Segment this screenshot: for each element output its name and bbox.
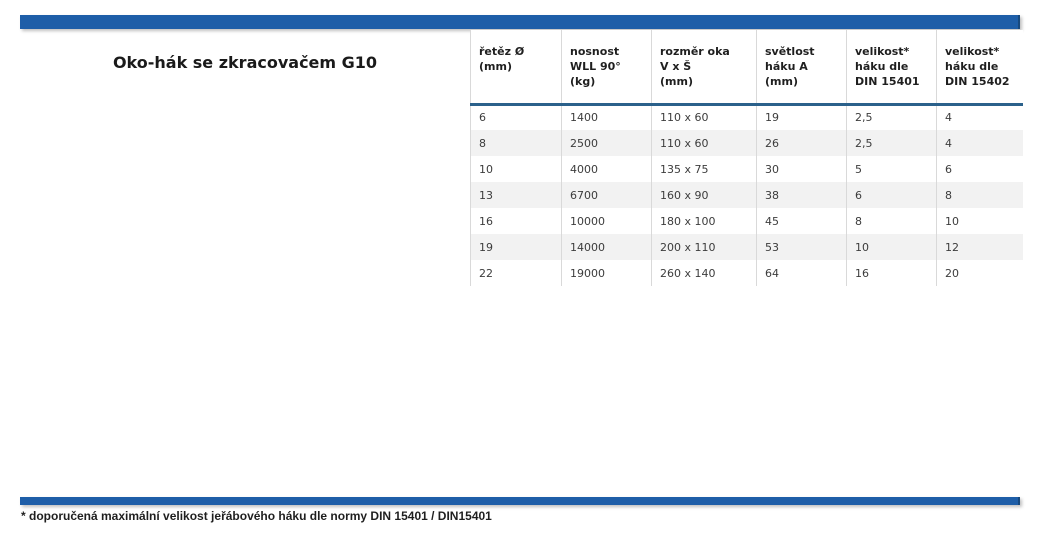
table-header-row: řetěz Ø (mm) nosnost WLL 90° (kg) rozměr o…: [470, 30, 1023, 106]
table-cell: 13: [470, 182, 562, 208]
top-accent-bar: [20, 15, 1020, 29]
table-cell: 5: [846, 156, 937, 182]
table-cell: 2,5: [846, 130, 937, 156]
table-cell: 6: [470, 104, 562, 130]
table-row: 10 4000 135 x 75 30 5 6: [470, 156, 1023, 182]
table-cell: 260 x 140: [651, 260, 757, 286]
table-cell: 19000: [561, 260, 652, 286]
table-row: 8 2500 110 x 60 26 2,5 4: [470, 130, 1023, 156]
table-cell: 26: [756, 130, 847, 156]
table-cell: 6: [936, 156, 1023, 182]
table-cell: 4: [936, 104, 1023, 130]
table-row: 22 19000 260 x 140 64 16 20: [470, 260, 1023, 286]
table-body: 6 1400 110 x 60 19 2,5 4 8 2500 110 x 60 26 2,5 4 10…: [470, 104, 1023, 286]
table-cell: 64: [756, 260, 847, 286]
table-row: 6 1400 110 x 60 19 2,5 4: [470, 104, 1023, 130]
table-cell: 53: [756, 234, 847, 260]
table-cell: 4000: [561, 156, 652, 182]
table-row: 13 6700 160 x 90 38 6 8: [470, 182, 1023, 208]
table-cell: 6: [846, 182, 937, 208]
column-header: řetěz Ø (mm): [470, 30, 562, 106]
page-title: Oko-hák se zkracovačem G10: [112, 53, 378, 72]
footnote: * doporučená maximální velikost jeřábové…: [21, 509, 492, 523]
table-cell: 8: [936, 182, 1023, 208]
column-header: velikost* háku dle DIN 15401: [846, 30, 937, 106]
table-cell: 10000: [561, 208, 652, 234]
table-cell: 10: [470, 156, 562, 182]
table-cell: 2,5: [846, 104, 937, 130]
table-cell: 110 x 60: [651, 104, 757, 130]
column-header: velikost* háku dle DIN 15402: [936, 30, 1023, 106]
table-cell: 135 x 75: [651, 156, 757, 182]
table-cell: 10: [936, 208, 1023, 234]
table-cell: 20: [936, 260, 1023, 286]
table-cell: 4: [936, 130, 1023, 156]
table-cell: 19: [470, 234, 562, 260]
table-cell: 12: [936, 234, 1023, 260]
table-cell: 200 x 110: [651, 234, 757, 260]
table-row: 16 10000 180 x 100 45 8 10: [470, 208, 1023, 234]
table-cell: 6700: [561, 182, 652, 208]
table-cell: 16: [470, 208, 562, 234]
table-cell: 8: [846, 208, 937, 234]
table-cell: 2500: [561, 130, 652, 156]
table-cell: 45: [756, 208, 847, 234]
table-cell: 180 x 100: [651, 208, 757, 234]
column-header: nosnost WLL 90° (kg): [561, 30, 652, 106]
bottom-accent-bar: [20, 497, 1020, 505]
table-cell: 14000: [561, 234, 652, 260]
table-cell: 160 x 90: [651, 182, 757, 208]
column-header: rozměr oka V x Š (mm): [651, 30, 757, 106]
table-cell: 19: [756, 104, 847, 130]
column-header: světlost háku A (mm): [756, 30, 847, 106]
table-cell: 8: [470, 130, 562, 156]
table-row: 19 14000 200 x 110 53 10 12: [470, 234, 1023, 260]
table-cell: 10: [846, 234, 937, 260]
table-cell: 16: [846, 260, 937, 286]
table-cell: 22: [470, 260, 562, 286]
table-cell: 30: [756, 156, 847, 182]
table-cell: 110 x 60: [651, 130, 757, 156]
table-cell: 1400: [561, 104, 652, 130]
product-spec-table: řetěz Ø (mm) nosnost WLL 90° (kg) rozměr o…: [470, 30, 1023, 286]
table-cell: 38: [756, 182, 847, 208]
